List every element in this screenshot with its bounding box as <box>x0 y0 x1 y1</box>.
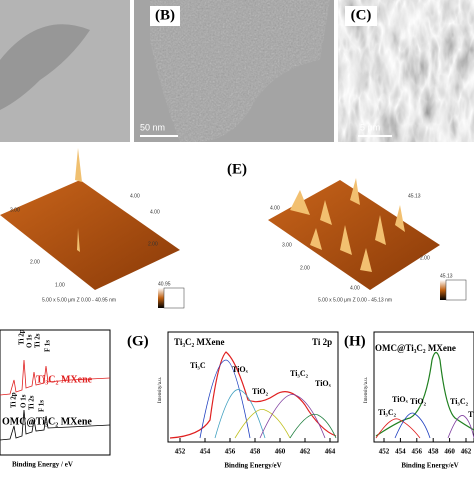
peak-label: F 1s <box>38 400 46 412</box>
plot-frame <box>373 331 474 443</box>
colorbar <box>440 280 446 300</box>
panel-label: (C) <box>351 7 372 23</box>
x-tick-label: 464 <box>325 448 336 456</box>
axis-label: 4.00 <box>270 205 280 211</box>
peak-label: Ti₃C₂ <box>450 397 469 406</box>
afm-info: 5.00 x 5.00 μm Z 0.00 - 40.95 nm <box>42 297 116 303</box>
envelope <box>375 351 474 437</box>
label-bg <box>150 6 180 26</box>
colorbar-max: 40.95 <box>158 281 171 287</box>
panel-label: (E) <box>227 161 247 177</box>
peak-label: TiOₓ <box>315 379 332 388</box>
fit-peak <box>447 415 474 439</box>
x-tick-label: 462 <box>461 448 472 456</box>
colorbar-max: 45.13 <box>440 273 453 279</box>
x-tick-label: 452 <box>175 448 186 456</box>
axis-label: 2.00 <box>30 259 40 265</box>
axis-label: 2.00 <box>300 265 310 271</box>
axis-label: 2.00 <box>420 255 430 261</box>
x-axis-title: Binding Energy/eV <box>224 462 281 470</box>
envelope <box>169 351 337 439</box>
afm-info: 5.00 x 5.00 μm Z 0.00 - 45.13 nm <box>318 297 392 303</box>
peak-label: Ti₃C₂ <box>290 369 309 378</box>
axis-label: 1.00 <box>55 282 65 288</box>
peak-label: Ti 2p <box>18 329 26 345</box>
fit-peak <box>199 359 251 439</box>
sample-label: Ti₃C₂ MXene <box>36 374 93 385</box>
y-axis-title: Intensity/a.u. <box>158 377 163 403</box>
afm-surface-left <box>0 180 180 290</box>
colorbar-frame <box>445 279 467 301</box>
x-tick-label: 460 <box>444 448 455 456</box>
peak-label: Ti 2s <box>28 395 36 410</box>
porous-region <box>150 0 330 142</box>
plot-frame <box>0 329 111 456</box>
peak-label: Ti 2s <box>34 333 42 348</box>
x-tick-label: 454 <box>200 448 211 456</box>
x-tick-label: 458 <box>428 448 439 456</box>
spectrum <box>0 409 111 441</box>
x-tick-label: 458 <box>250 448 261 456</box>
fit-peak <box>234 408 291 439</box>
label-bg <box>345 6 377 26</box>
fit-peak <box>259 394 326 439</box>
fit-peak <box>394 412 431 439</box>
peak-label: O 1s <box>20 394 28 408</box>
panel-label: (G) <box>127 333 149 349</box>
peak-label: TiOₓ <box>392 395 409 404</box>
x-axis-title: Binding Energy/eV <box>401 462 458 470</box>
axis-label: 4.00 <box>350 285 360 291</box>
x-tick-label: 454 <box>395 448 406 456</box>
region-label: Ti 2p <box>312 337 332 347</box>
y-axis-title: Intensity/a.u. <box>364 377 369 403</box>
colorbar-frame <box>163 287 185 309</box>
axis-label: 45.13 <box>408 193 421 199</box>
spectrum <box>0 359 111 396</box>
panel-label: (B) <box>155 7 175 23</box>
peak-label: F 1s <box>44 340 52 352</box>
x-tick-label: 462 <box>300 448 311 456</box>
axis-label: 3.00 <box>282 242 292 248</box>
plot-title: Ti₃C₂ MXene <box>174 337 224 347</box>
axis-label: 3.00 <box>10 207 20 213</box>
fit-peak <box>289 413 337 439</box>
scale-text: 50 nm <box>140 122 165 132</box>
peak-label: TiOₓ <box>232 365 249 374</box>
axis-label: 4.00 <box>150 209 160 215</box>
x-ticks: 452 454 456 458 460 462 464 <box>175 438 336 456</box>
x-tick-label: 460 <box>275 448 286 456</box>
flake <box>0 24 90 110</box>
panel-label: (H) <box>344 333 366 349</box>
axis-label: 4.00 <box>130 193 140 199</box>
peak-label: O 1s <box>26 334 34 348</box>
x-tick-label: 452 <box>379 448 390 456</box>
peak-label: Ti 2p <box>10 392 18 408</box>
plot-title: OMC@Ti₃C₂ MXene <box>375 343 456 353</box>
colorbar <box>158 288 164 308</box>
peak-label: T <box>468 410 474 419</box>
axis-label: 2.00 <box>148 241 158 247</box>
fit-peak <box>214 389 266 439</box>
x-tick-label: 456 <box>225 448 236 456</box>
sample-label: OMC@Ti₃C₂ MXene <box>2 416 92 427</box>
afm-spike <box>75 148 82 252</box>
peak-label: TiO₂ <box>410 397 427 406</box>
peak-label: Ti₃C <box>190 361 206 370</box>
scale-text: 5 μm <box>360 122 380 132</box>
afm-surface-right <box>268 180 440 290</box>
peak-label: TiO₂ <box>252 387 269 396</box>
fit-peak <box>375 418 421 439</box>
peak-label: Ti₃C₂ <box>378 408 397 417</box>
x-ticks: 452 454 456 458 460 462 <box>379 438 472 456</box>
plot-frame <box>167 331 339 443</box>
afm-peak <box>290 178 405 272</box>
x-axis-title: Binding Energy / eV <box>12 461 73 469</box>
x-tick-label: 456 <box>412 448 423 456</box>
